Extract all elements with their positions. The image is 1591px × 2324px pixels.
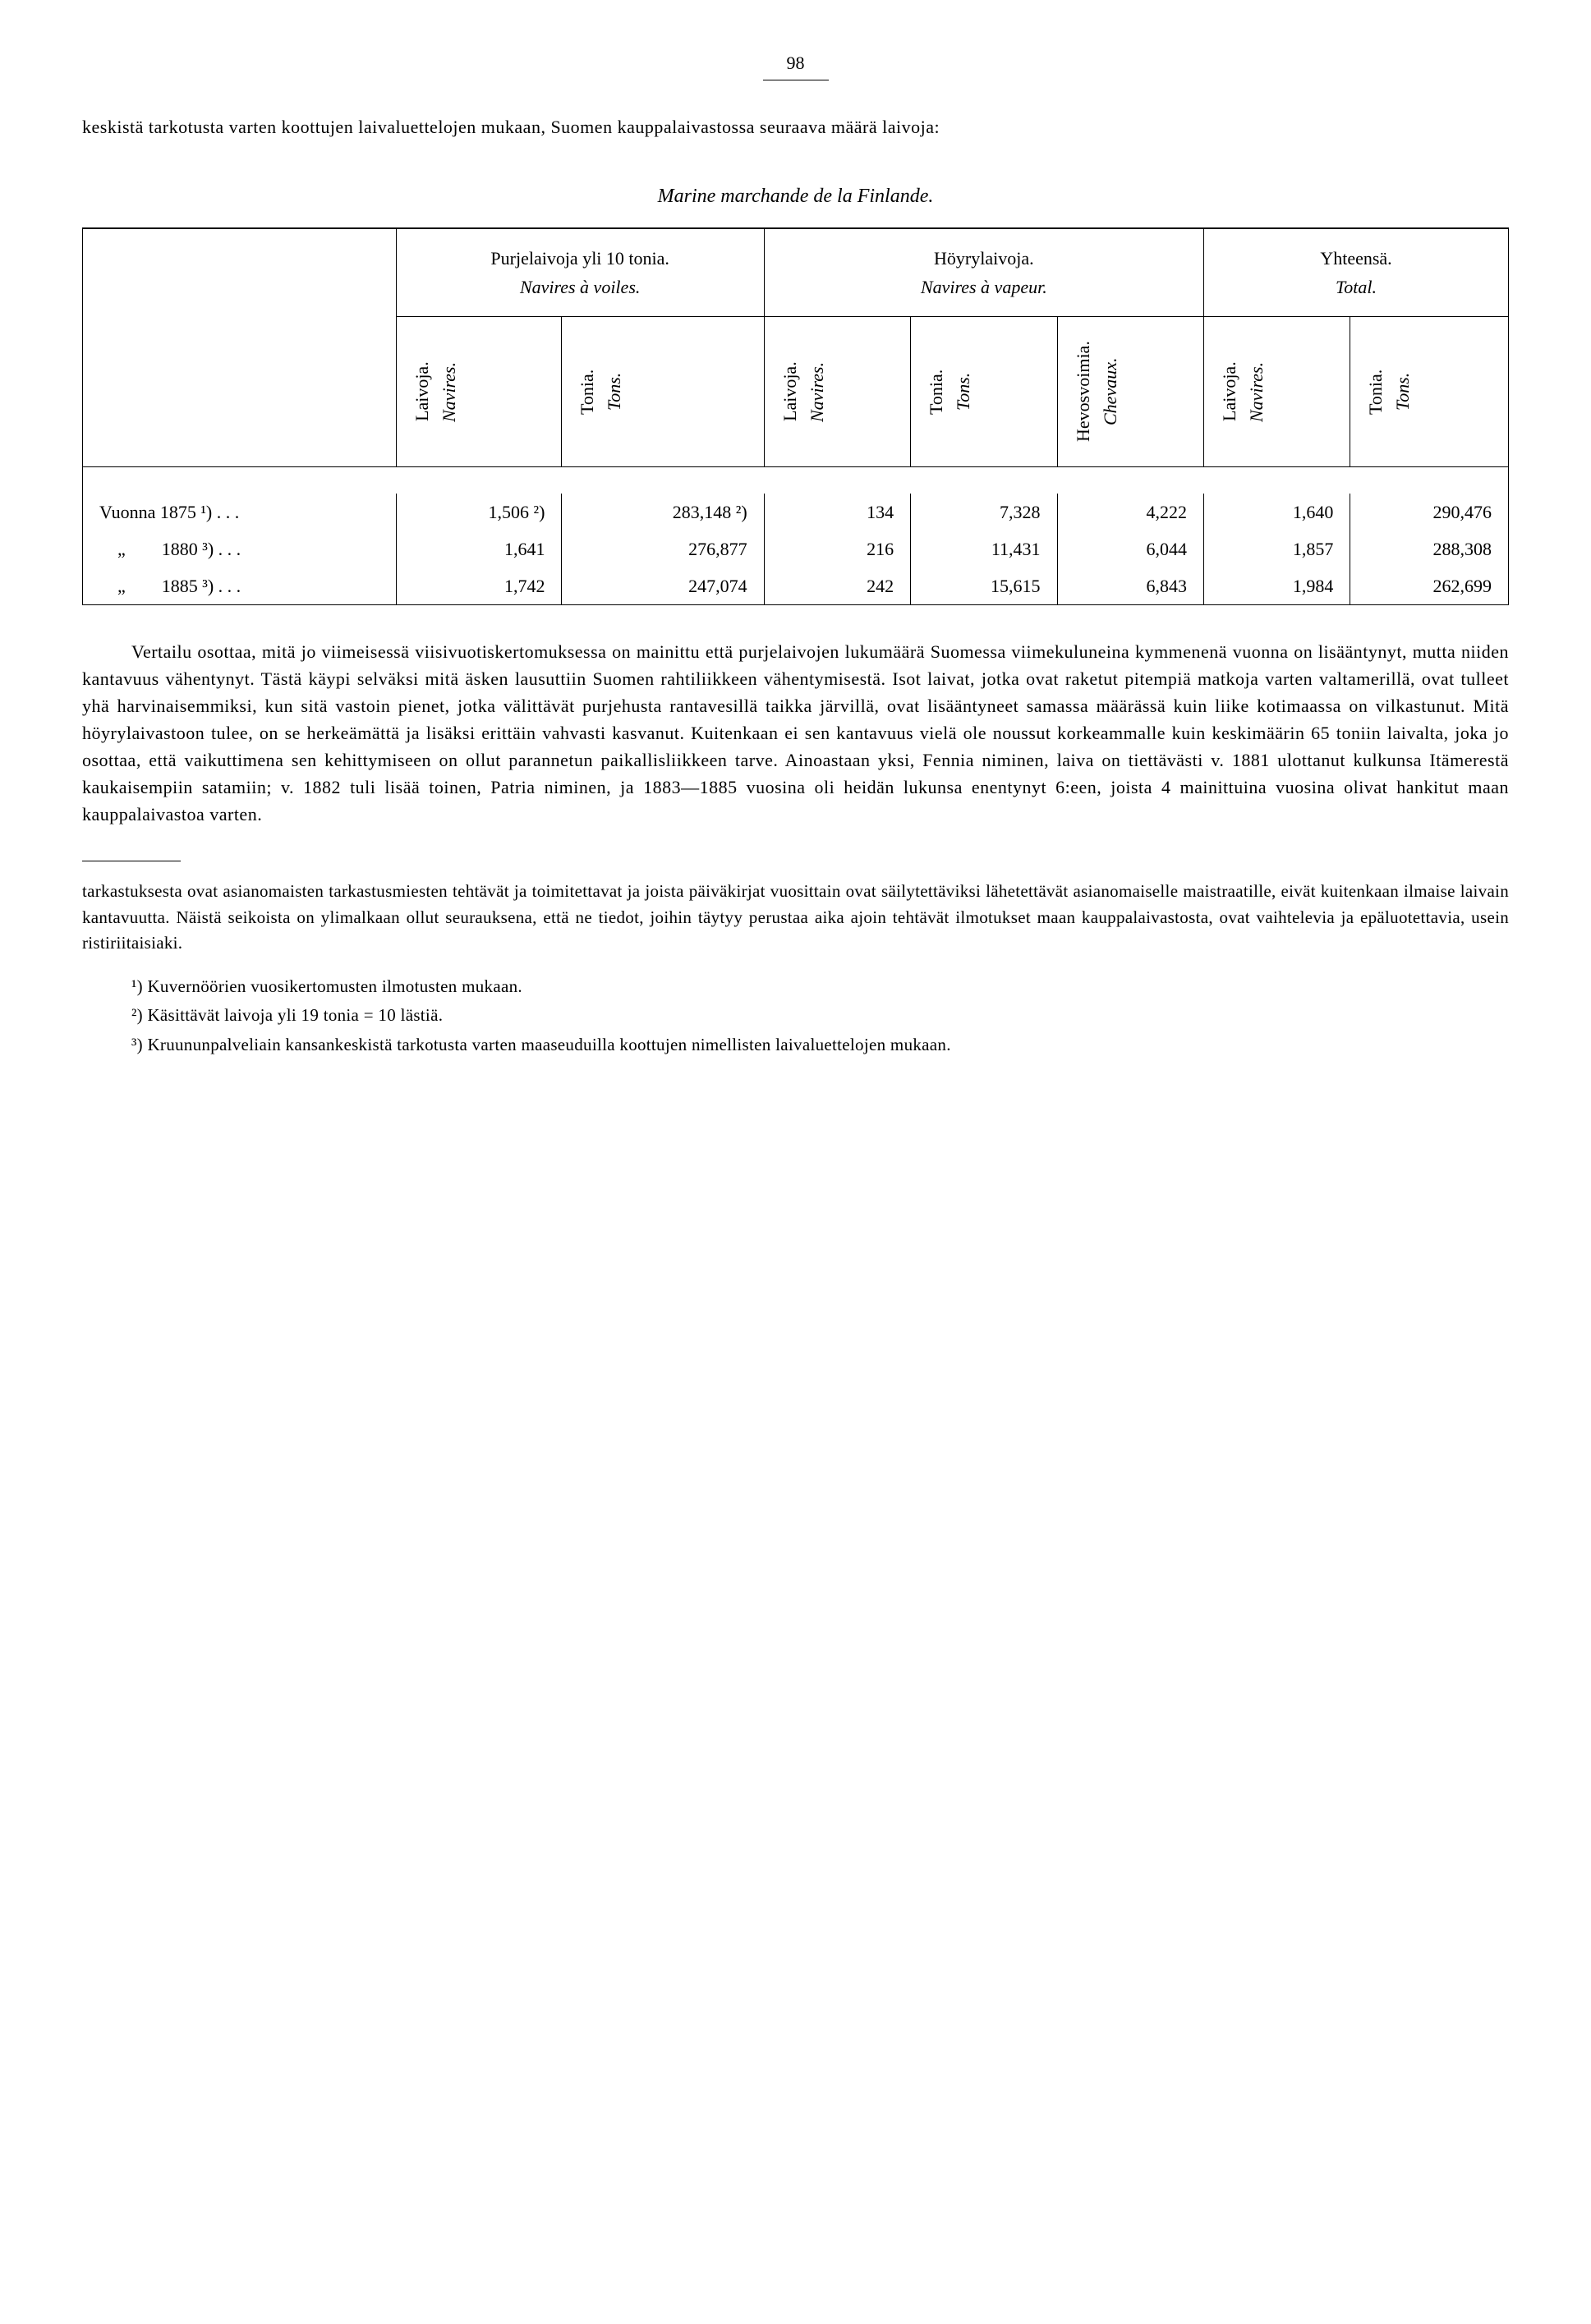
marine-table: Purjelaivoja yli 10 tonia. Navires à voi… xyxy=(82,227,1509,605)
intro-paragraph: keskistä tarkotusta varten koottujen lai… xyxy=(82,113,1509,140)
col-sail-ships: Laivoja.Navires. xyxy=(396,317,562,467)
group1-fr: Navires à voiles. xyxy=(520,277,640,297)
col-group-steam: Höyrylaivoja. Navires à vapeur. xyxy=(764,228,1203,317)
col-group-total: Yhteensä. Total. xyxy=(1203,228,1508,317)
footnote-intro: tarkastuksesta ovat asianomaisten tarkas… xyxy=(82,879,1509,957)
footnote-3: ³) Kruununpalveliain kansankeskistä tark… xyxy=(82,1032,1509,1059)
col-sail-tons: Tonia.Tons. xyxy=(562,317,764,467)
group2-fr: Navires à vapeur. xyxy=(921,277,1047,297)
col-total-ships: Laivoja.Navires. xyxy=(1203,317,1350,467)
group3-fi: Yhteensä. xyxy=(1320,248,1391,269)
table-row: „ 1880 ³) . . .1,641276,87721611,4316,04… xyxy=(83,530,1509,567)
footnote-2: ²) Käsittävät laivoja yli 19 tonia = 10 … xyxy=(82,1003,1509,1029)
footnote-1: ¹) Kuvernöörien vuosikertomusten ilmotus… xyxy=(82,974,1509,1000)
table-row: „ 1885 ³) . . .1,742247,07424215,6156,84… xyxy=(83,567,1509,605)
col-total-tons: Tonia.Tons. xyxy=(1350,317,1509,467)
col-group-sail: Purjelaivoja yli 10 tonia. Navires à voi… xyxy=(396,228,764,317)
body-paragraph: Vertailu osottaa, mitä jo viimeisessä vi… xyxy=(82,638,1509,828)
footnote-block: tarkastuksesta ovat asianomaisten tarkas… xyxy=(82,879,1509,1058)
table-title: Marine marchande de la Finlande. xyxy=(82,181,1509,211)
col-steam-tons: Tonia.Tons. xyxy=(911,317,1057,467)
page-number: 98 xyxy=(82,49,1509,76)
group1-fi: Purjelaivoja yli 10 tonia. xyxy=(490,248,669,269)
group2-fi: Höyrylaivoja. xyxy=(934,248,1034,269)
group3-fr: Total. xyxy=(1336,277,1377,297)
col-steam-ships: Laivoja.Navires. xyxy=(764,317,910,467)
col-steam-hp: Hevosvoimia.Chevaux. xyxy=(1057,317,1203,467)
table-row: Vuonna 1875 ¹) . . .1,506 ²)283,148 ²)13… xyxy=(83,494,1509,530)
